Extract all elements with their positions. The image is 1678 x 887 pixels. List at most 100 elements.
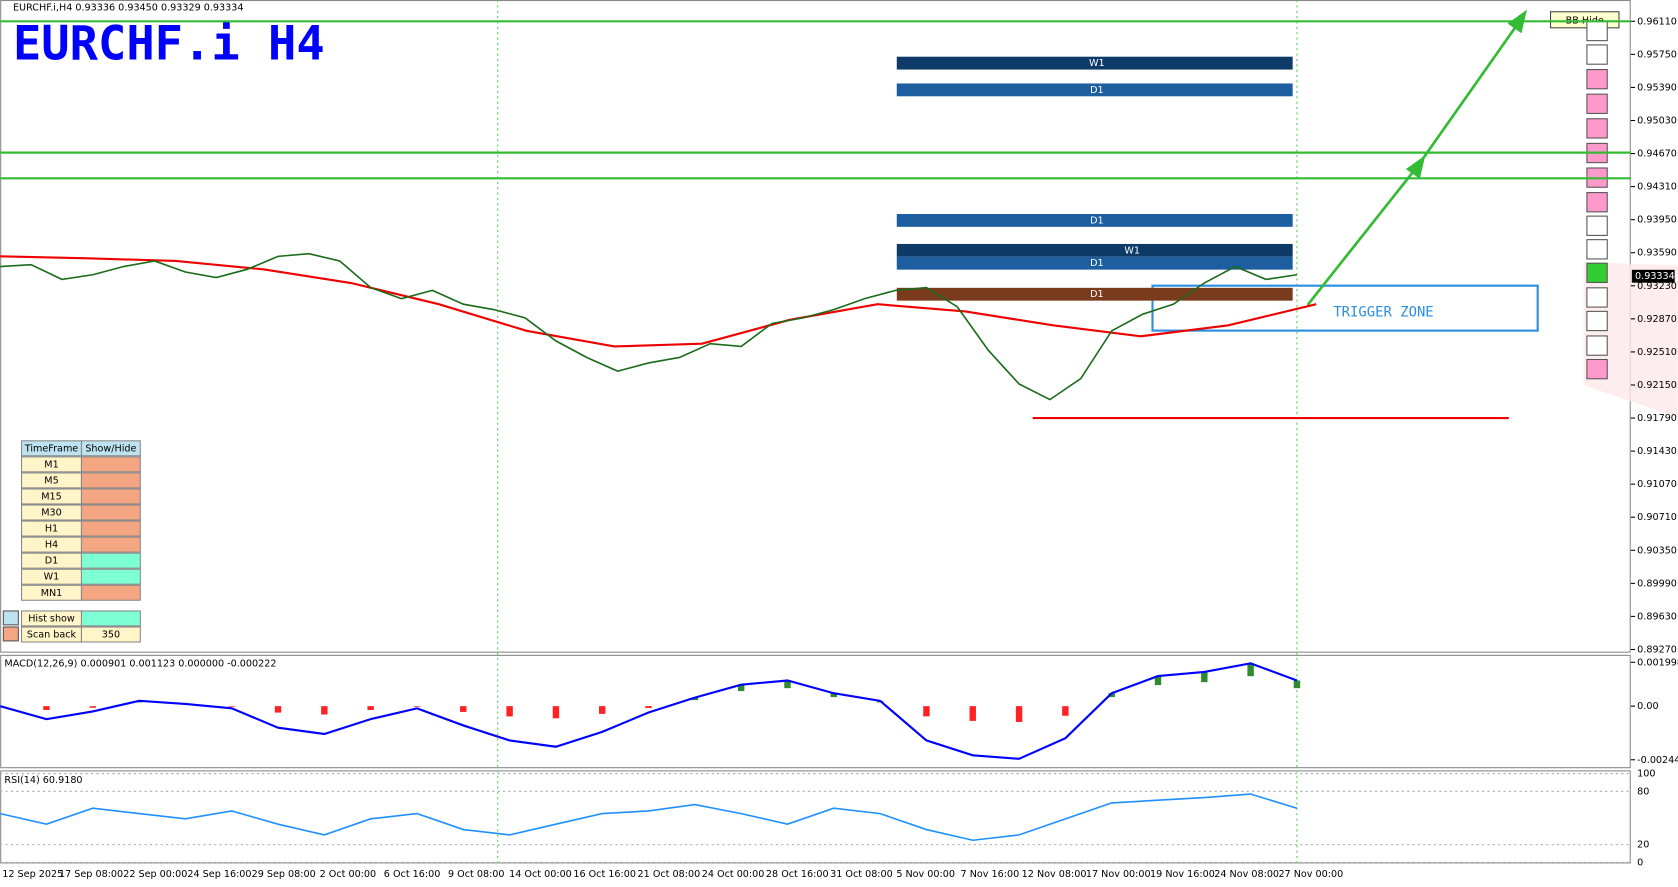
y-tick-label: 0.001998 [1637, 657, 1678, 668]
table-cell[interactable] [80, 584, 141, 601]
y-tick-label: 100 [1637, 769, 1655, 780]
table-cell[interactable] [80, 520, 141, 537]
macd-histogram-bar [1247, 663, 1254, 677]
x-tick-label: 7 Nov 16:00 [961, 869, 1020, 880]
table-cell [80, 440, 141, 457]
macd-histogram-bar [645, 706, 652, 709]
tool-button[interactable] [1586, 215, 1608, 236]
y-tick-label: 0.91430 [1637, 446, 1677, 457]
macd-histogram-bar [43, 706, 50, 711]
table-text: TimeFrame [24, 443, 79, 454]
tool-button[interactable] [1586, 69, 1608, 90]
x-tick-label: 14 Oct 00:00 [509, 869, 572, 880]
zone [896, 56, 1293, 70]
x-tick-label: 17 Nov 00:00 [1086, 869, 1151, 880]
macd-histogram-bar [1062, 706, 1069, 716]
y-tick-label: 0.91070 [1637, 479, 1677, 490]
tool-button[interactable] [1586, 20, 1608, 42]
macd-histogram-bar [552, 706, 560, 719]
macd-title: MACD(12,26,9) 0.000901 0.001123 0.000000… [4, 658, 276, 669]
table-cell[interactable] [80, 610, 141, 627]
table-text: M15 [41, 491, 62, 502]
zone [896, 213, 1293, 227]
tool-button[interactable] [1586, 358, 1608, 380]
tool-button[interactable] [1586, 118, 1608, 139]
y-tick-label: 0.89630 [1637, 611, 1677, 622]
macd-histogram-bar [460, 706, 467, 712]
macd-histogram-bar [969, 706, 976, 721]
table-text: Show/Hide [85, 443, 136, 454]
x-tick-label: 29 Sep 08:00 [252, 869, 316, 880]
y-tick-label: 0.94670 [1637, 149, 1677, 160]
x-tick-label: 31 Oct 08:00 [830, 869, 893, 880]
tool-button[interactable] [1586, 239, 1608, 260]
chart-title: EURCHF.i H4 [13, 17, 325, 72]
y-tick-label: 0.92510 [1637, 347, 1677, 358]
x-tick-label: 17 Sep 08:00 [59, 869, 123, 880]
y-tick-label: 0.92150 [1637, 380, 1677, 391]
tool-button[interactable] [1586, 335, 1608, 356]
zone-label: D1 [1090, 215, 1104, 226]
macd-histogram-bar [367, 706, 374, 711]
y-tick-label: 0 [1637, 857, 1643, 868]
moving-average [0, 255, 1317, 348]
icon [2, 610, 19, 626]
x-tick-label: 12 Sep 2025 [2, 869, 63, 880]
table-text: M30 [41, 508, 62, 519]
macd-histogram-bar [830, 693, 838, 698]
x-tick-label: 24 Sep 16:00 [187, 869, 251, 880]
x-tick-label: 24 Oct 00:00 [702, 869, 765, 880]
x-tick-label: 12 Nov 08:00 [1022, 869, 1087, 880]
x-tick-label: 22 Sep 00:00 [123, 869, 187, 880]
x-tick-label: 21 Oct 08:00 [638, 869, 701, 880]
tool-button[interactable] [1586, 310, 1608, 332]
y-tick-label: 0.96110 [1637, 16, 1677, 27]
macd-histogram-bar [691, 697, 699, 701]
y-tick-label: 0.89990 [1637, 578, 1677, 589]
y-tick-label: 0.95750 [1637, 49, 1677, 60]
macd-histogram-bar [1108, 693, 1115, 698]
y-tick-label: 20 [1637, 840, 1649, 851]
macd-histogram-bar [737, 684, 745, 692]
table-cell[interactable] [80, 626, 141, 643]
table-text: W1 [44, 572, 60, 583]
table-cell[interactable] [80, 488, 141, 505]
y-tick-label: 0.94310 [1637, 182, 1677, 193]
tool-button[interactable] [1586, 287, 1608, 308]
table-cell[interactable] [80, 504, 141, 521]
table-text: M1 [44, 459, 58, 470]
table-text: Hist show [28, 613, 75, 624]
table-text: M5 [44, 475, 58, 486]
zone-label: D1 [1090, 85, 1104, 96]
table-cell[interactable] [80, 456, 141, 473]
x-tick-label: 2 Oct 00:00 [320, 869, 377, 880]
table-text[interactable]: 350 [102, 629, 120, 640]
tool-button[interactable] [1586, 93, 1608, 114]
macd-histogram-bar [89, 706, 96, 708]
macd-histogram-bar [274, 706, 282, 713]
x-tick-label: 28 Oct 16:00 [766, 869, 829, 880]
y-tick-label: 0.93950 [1637, 215, 1677, 226]
y-tick-label: 0.89270 [1637, 644, 1677, 655]
macd-histogram-bar [1293, 680, 1301, 689]
table-cell[interactable] [80, 472, 141, 489]
x-tick-label: 19 Nov 16:00 [1150, 869, 1215, 880]
tool-button[interactable] [1586, 262, 1608, 284]
trigger-zone-label: TRIGGER ZONE [1333, 304, 1433, 320]
macd-histogram-bar [923, 706, 930, 717]
table-cell[interactable] [80, 536, 141, 553]
x-tick-label: 5 Nov 00:00 [896, 869, 955, 880]
y-tick-label: -0.002444 [1637, 755, 1678, 766]
y-tick-label: 0.95030 [1637, 115, 1677, 126]
macd-histogram-bar [321, 706, 328, 715]
trigger-zone-box [1151, 284, 1539, 332]
table-cell[interactable] [80, 568, 141, 585]
tool-button[interactable] [1586, 44, 1608, 65]
table-text: H1 [45, 524, 58, 535]
tool-button[interactable] [1586, 192, 1608, 213]
table-cell[interactable] [80, 552, 141, 569]
macd-line [0, 662, 1298, 760]
price-line [0, 252, 1298, 401]
